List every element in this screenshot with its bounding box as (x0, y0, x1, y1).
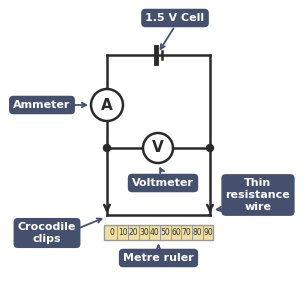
Text: Voltmeter: Voltmeter (132, 178, 194, 188)
Circle shape (91, 89, 123, 121)
Text: A: A (101, 97, 113, 113)
Circle shape (143, 133, 173, 163)
Text: 10: 10 (118, 228, 127, 237)
Text: 40: 40 (150, 228, 160, 237)
Text: 80: 80 (192, 228, 202, 237)
Text: Metre ruler: Metre ruler (123, 253, 194, 263)
Text: 30: 30 (139, 228, 149, 237)
Text: Crocodile
clips: Crocodile clips (18, 222, 76, 244)
FancyBboxPatch shape (104, 225, 213, 240)
Text: V: V (152, 140, 164, 156)
Text: 90: 90 (203, 228, 213, 237)
Text: 20: 20 (129, 228, 138, 237)
Text: 50: 50 (161, 228, 170, 237)
Circle shape (206, 145, 213, 151)
Circle shape (103, 145, 110, 151)
Text: 70: 70 (182, 228, 192, 237)
Text: 0: 0 (109, 228, 114, 237)
Text: Thin
resistance
wire: Thin resistance wire (226, 179, 290, 212)
Text: 1.5 V Cell: 1.5 V Cell (145, 13, 205, 23)
Text: 60: 60 (171, 228, 181, 237)
Text: Ammeter: Ammeter (13, 100, 71, 110)
